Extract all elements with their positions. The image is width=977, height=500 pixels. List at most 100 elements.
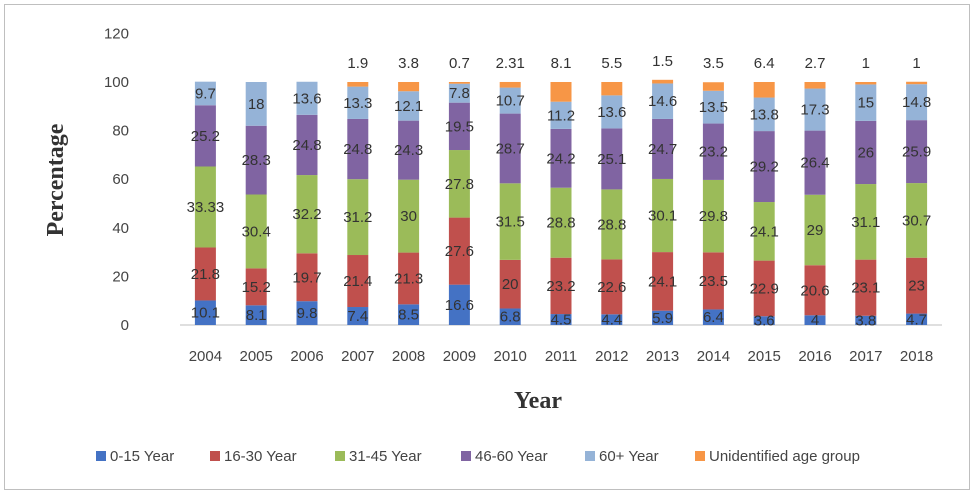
bar-segment <box>601 314 623 325</box>
x-axis-ticks: 2004 2005 2006 2007 2008 2009 2010 2011 2012 2013… <box>189 348 934 365</box>
bar-segment <box>601 128 623 190</box>
bar-segment <box>601 189 623 260</box>
data-label: 32.2 <box>292 206 321 223</box>
x-tick-label: 2011 <box>545 348 577 365</box>
bar-segment <box>398 91 420 121</box>
bar-segment <box>398 252 420 305</box>
x-tick-label: 2014 <box>697 348 730 365</box>
bar-segment <box>499 87 521 114</box>
bar-segment <box>398 179 420 253</box>
x-tick-label: 2012 <box>595 348 628 365</box>
bar-segment <box>753 316 775 325</box>
bar-segment <box>804 315 826 325</box>
bar-segment <box>702 82 724 91</box>
data-label: 29 <box>807 222 824 239</box>
data-label: 23 <box>908 278 925 295</box>
bar-segment <box>702 252 724 310</box>
bar-segment <box>448 150 470 218</box>
bar-segment <box>550 257 572 315</box>
bar-segment <box>702 90 724 124</box>
y-tick-label: 100 <box>104 74 129 91</box>
bar-segment <box>906 84 928 121</box>
bar-segment <box>245 82 267 126</box>
data-label: 23.1 <box>851 280 880 297</box>
legend-label: 0-15 Year <box>110 448 174 465</box>
bar-segment <box>855 259 877 316</box>
data-label: 20.6 <box>800 282 829 299</box>
x-axis-title: Year <box>514 388 562 414</box>
data-label: 26.4 <box>800 155 829 172</box>
y-tick-label: 20 <box>112 268 129 285</box>
y-tick-label: 0 <box>121 317 129 334</box>
bar-segment <box>398 82 420 92</box>
data-label: 20 <box>502 276 519 293</box>
data-label: 30.1 <box>648 208 677 225</box>
bar-segment <box>347 255 369 308</box>
data-label: 4 <box>811 312 819 329</box>
bar-segment <box>906 81 928 85</box>
bar-segment <box>245 125 267 195</box>
bar-segment <box>804 194 826 266</box>
x-tick-label: 2013 <box>646 348 679 365</box>
bar-segment <box>855 315 877 325</box>
data-label: 4.7 <box>906 311 927 328</box>
bar-segment <box>499 113 521 184</box>
bar-segment <box>652 79 674 84</box>
bar-segment <box>448 82 470 84</box>
bar-segment <box>550 82 572 102</box>
data-label: 4.4 <box>601 312 622 329</box>
data-label: 10.7 <box>496 93 525 110</box>
data-label: 6.8 <box>500 309 521 326</box>
bar-segment <box>347 118 369 180</box>
bar-segment <box>652 310 674 325</box>
data-label: 31.5 <box>496 214 525 231</box>
bar-segment <box>753 131 775 203</box>
data-label: 21.4 <box>343 273 372 290</box>
bar-segment <box>702 309 724 325</box>
legend-swatch <box>585 451 595 461</box>
bar-segment <box>906 120 928 184</box>
legend-label: 16-30 Year <box>224 448 297 465</box>
bar-segment <box>296 253 318 302</box>
data-label: 13.6 <box>597 104 626 121</box>
data-label: 16.6 <box>445 297 474 314</box>
y-axis-title: Percentage <box>43 123 69 236</box>
bar-segment <box>753 202 775 261</box>
data-label: 9.8 <box>297 305 318 322</box>
bar-segment <box>550 128 572 188</box>
x-tick-label: 2017 <box>849 348 882 365</box>
bar-segment <box>804 88 826 131</box>
bar-segment <box>753 82 775 98</box>
chart-frame <box>4 4 970 490</box>
bar-segment <box>347 86 369 119</box>
y-tick-label: 80 <box>112 123 129 140</box>
bar-segment <box>448 217 470 285</box>
y-tick-label: 40 <box>112 220 129 237</box>
data-label: 19.5 <box>445 118 474 135</box>
bar-segment <box>601 259 623 315</box>
legend-label: 31-45 Year <box>349 448 422 465</box>
data-label: 8.1 <box>551 55 572 72</box>
data-label: 24.1 <box>750 223 779 240</box>
data-label: 27.6 <box>445 243 474 260</box>
data-label: 22.6 <box>597 279 626 296</box>
bars <box>194 79 928 325</box>
bar-segment <box>702 179 724 253</box>
data-label: 24.7 <box>648 141 677 158</box>
bar-segment <box>550 101 572 129</box>
data-label: 3.5 <box>703 55 724 72</box>
bar-segment <box>398 120 420 180</box>
legend-label: 46-60 Year <box>475 448 548 465</box>
data-label: 23.2 <box>699 144 728 161</box>
data-label: 27.8 <box>445 176 474 193</box>
bar-segment <box>194 81 216 106</box>
data-label: 17.3 <box>800 102 829 119</box>
bar-segment <box>296 175 318 254</box>
bar-segment <box>652 252 674 311</box>
bar-segment <box>652 118 674 179</box>
data-label: 31.1 <box>851 214 880 231</box>
legend: 0-15 Year 16-30 Year 31-45 Year 46-60 Year 6… <box>96 448 860 465</box>
data-label: 8.5 <box>398 307 419 324</box>
data-label: 21.8 <box>191 266 220 283</box>
data-label: 28.3 <box>242 152 271 169</box>
